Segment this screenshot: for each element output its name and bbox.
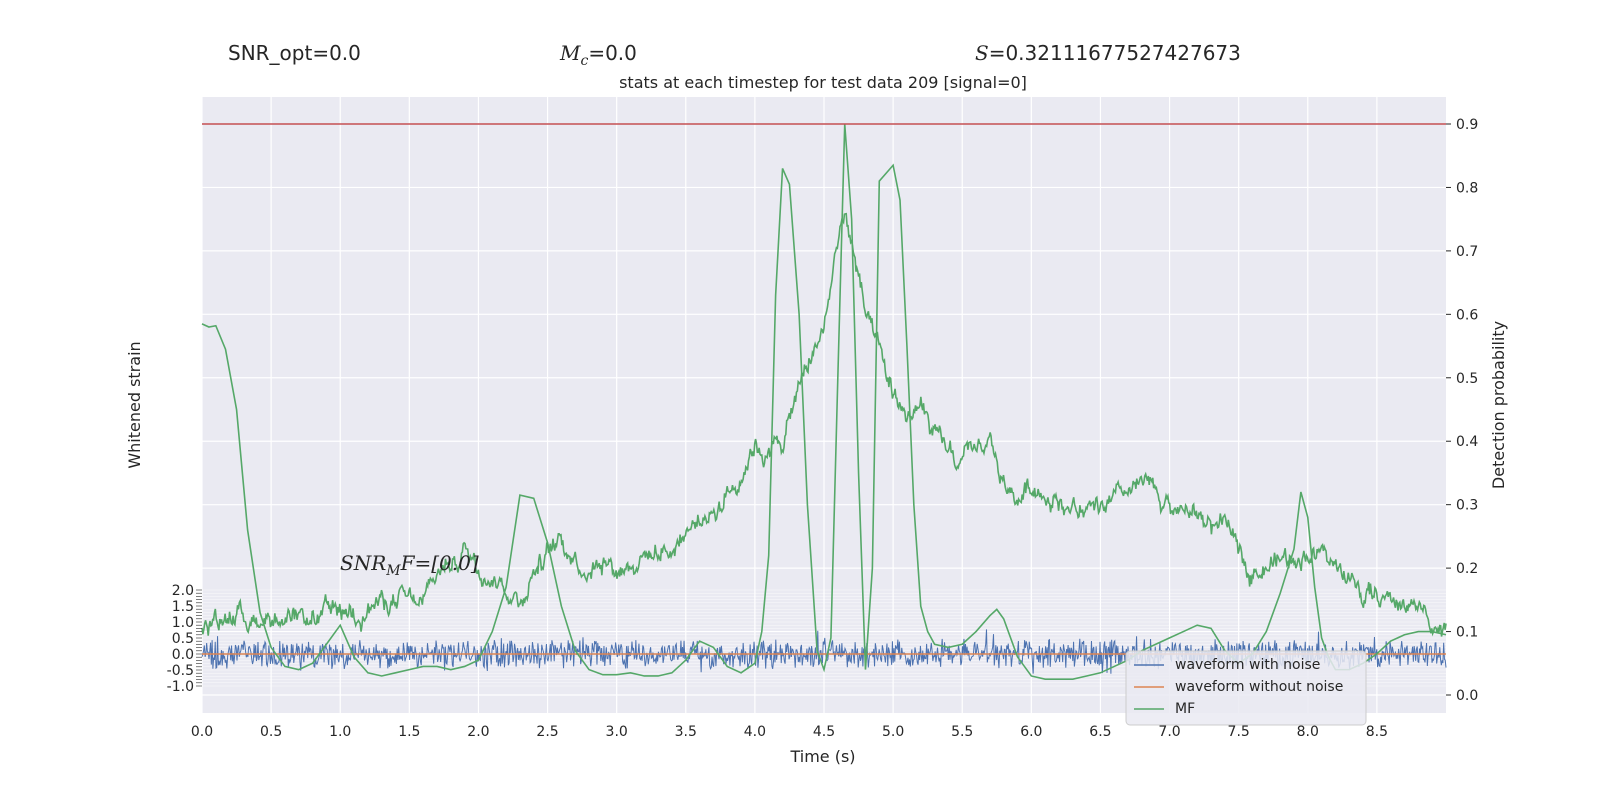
legend-label-noise: waveform with noise — [1175, 657, 1320, 673]
right-tick-label: 0.1 — [1456, 625, 1478, 641]
left-tick-label: -0.5 — [167, 663, 194, 679]
snr-opt-label: SNR_opt=0.0 — [228, 41, 361, 65]
left-tick-label: 0.0 — [172, 647, 194, 663]
x-tick-label: 4.0 — [744, 724, 766, 740]
left-tick-label: 1.5 — [172, 599, 194, 615]
legend-label-mf: MF — [1175, 701, 1195, 717]
right-tick-label: 0.8 — [1456, 180, 1478, 196]
x-tick-label: 1.0 — [329, 724, 351, 740]
x-tick-label: 5.5 — [951, 724, 973, 740]
left-axis-label: Whitened strain — [125, 341, 144, 468]
x-tick-label: 2.5 — [536, 724, 558, 740]
right-tick-label: 0.6 — [1456, 307, 1478, 323]
x-tick-label: 6.5 — [1089, 724, 1111, 740]
snr-mf-annotation: SNRMF=[0.0] — [340, 551, 479, 579]
left-tick-label: 0.5 — [172, 631, 194, 647]
right-axis-label: Detection probability — [1489, 321, 1508, 489]
series-detection-probability — [201, 212, 1447, 637]
right-tick-label: 0.5 — [1456, 371, 1478, 387]
x-tick-label: 3.0 — [606, 724, 628, 740]
x-tick-label: 0.0 — [191, 724, 213, 740]
x-tick-label: 7.5 — [1228, 724, 1250, 740]
x-tick-label: 8.5 — [1366, 724, 1388, 740]
right-tick-label: 0.0 — [1456, 688, 1478, 704]
x-tick-label: 1.5 — [398, 724, 420, 740]
left-tick-label: 1.0 — [172, 615, 194, 631]
left-axis-ticks: 2.01.51.00.50.0-0.5-1.0 — [167, 583, 202, 695]
x-gridlines — [201, 97, 1378, 713]
right-axis-ticks: 0.0 0.1 0.2 0.3 0.4 0.5 0.6 0.7 0.8 0.9 — [1446, 117, 1478, 704]
right-tick-label: 0.2 — [1456, 561, 1478, 577]
x-tick-label: 0.5 — [260, 724, 282, 740]
chart-title: stats at each timestep for test data 209… — [619, 73, 1027, 92]
x-tick-label: 7.0 — [1158, 724, 1180, 740]
legend: waveform with noise waveform without noi… — [1125, 650, 1367, 726]
x-tick-label: 2.0 — [467, 724, 489, 740]
x-tick-label: 4.5 — [813, 724, 835, 740]
right-tick-label: 0.3 — [1456, 498, 1478, 514]
x-axis-ticks: 0.0 0.5 1.0 1.5 2.0 2.5 3.0 3.5 4.0 4.5 5.0 5.5 6.0 6… — [191, 724, 1388, 740]
x-tick-label: 6.0 — [1020, 724, 1042, 740]
x-axis-label: Time (s) — [789, 747, 855, 766]
legend-box — [1125, 650, 1367, 726]
statistic-label: S=0.32111677527427673 — [975, 41, 1241, 65]
chirp-mass-label: Mc=0.0 — [559, 41, 637, 69]
left-tick-label: -1.0 — [167, 679, 194, 695]
x-tick-label: 8.0 — [1297, 724, 1319, 740]
left-tick-label: 2.0 — [172, 583, 194, 599]
legend-label-clean: waveform without noise — [1175, 679, 1343, 695]
x-tick-label: 3.5 — [675, 724, 697, 740]
right-tick-label: 0.4 — [1456, 434, 1478, 450]
x-tick-label: 5.0 — [882, 724, 904, 740]
right-tick-label: 0.9 — [1456, 117, 1478, 133]
right-tick-label: 0.7 — [1456, 244, 1478, 260]
